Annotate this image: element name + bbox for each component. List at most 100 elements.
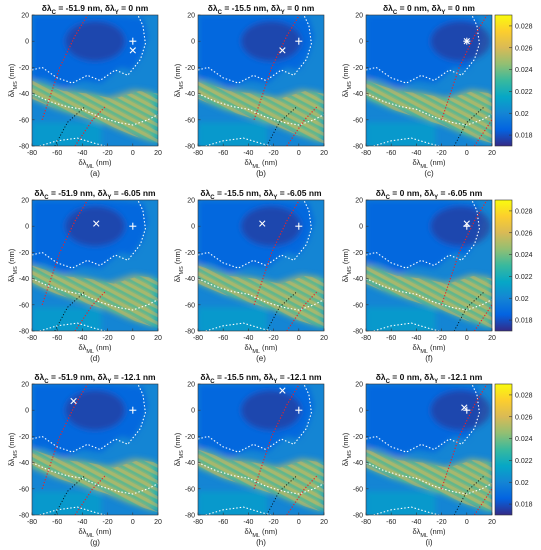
white-contour-upper (366, 384, 480, 453)
y-tick-label: -20 (353, 65, 363, 72)
y-tick-label: -80 (353, 513, 363, 520)
y-tick-label: -60 (353, 117, 363, 124)
plus-marker (129, 222, 137, 230)
red-contour-upper (441, 384, 488, 489)
y-tick-label: 20 (187, 382, 195, 389)
minimum-core (65, 21, 125, 62)
white-contour-bottom (373, 322, 440, 331)
black-contour (266, 291, 298, 331)
y-tick-label: 0 (25, 408, 29, 415)
colorbar-row-1: 0.018 0.02 0.022 0.024 0.026 0.028 (494, 14, 533, 147)
panel-title: δλC = -15.5 nm, δλY = -12.1 nm (200, 372, 322, 385)
panel-label: (d) (90, 354, 100, 363)
x-tick-label: -40 (77, 150, 87, 157)
colorbars: 0.0180.020.0220.0240.0260.0280.0180.020.… (494, 14, 533, 516)
white-contour-upper (32, 15, 146, 84)
minimum-core (65, 206, 125, 247)
plus-marker (129, 37, 137, 45)
cross-marker (259, 220, 266, 227)
white-contour-bottom (205, 506, 272, 515)
band-texture (366, 265, 492, 329)
x-axis-label: δλML (nm) (79, 527, 112, 539)
white-contour-bottom (39, 506, 106, 515)
lower-left-field (32, 491, 102, 515)
x-tick-label: -20 (103, 335, 113, 342)
x-axis-label: δλML (nm) (413, 527, 446, 539)
y-axis-label: δλMS (nm) (341, 248, 353, 282)
y-tick-label: 20 (21, 382, 29, 389)
white-contour-bottom (373, 137, 440, 146)
y-tick-label: -40 (19, 91, 29, 98)
y-axis-label: δλMS (nm) (173, 432, 185, 466)
lower-left-field (32, 307, 102, 331)
y-tick-label: -20 (19, 65, 29, 72)
heatmap-field (32, 200, 158, 331)
y-tick-label: -40 (19, 460, 29, 467)
minimum-core (241, 390, 302, 431)
lower-left-field (366, 307, 436, 331)
panel-label: (c) (424, 169, 434, 178)
black-contour (266, 106, 298, 146)
y-tick-label: -40 (353, 460, 363, 467)
x-tick-label: -60 (386, 150, 396, 157)
x-tick-label: -60 (386, 335, 396, 342)
y-tick-label: 0 (359, 224, 363, 231)
x-tick-label: 20 (320, 335, 328, 342)
cross-marker (279, 47, 286, 54)
y-axis-label: δλMS (nm) (173, 248, 185, 282)
y-tick-label: -20 (185, 250, 195, 257)
x-tick-label: 20 (488, 335, 496, 342)
y-tick-label: -40 (19, 276, 29, 283)
band-texture (366, 80, 492, 144)
x-tick-label: -40 (77, 335, 87, 342)
cross-marker (463, 220, 470, 227)
x-axis-label: δλML (nm) (413, 158, 446, 170)
y-axis-label: δλMS (nm) (341, 432, 353, 466)
contours (198, 384, 324, 515)
lower-left-field (366, 491, 436, 515)
colorbar-tick-label: 0.02 (515, 296, 529, 303)
plus-marker (129, 406, 137, 414)
y-axis-label: δλMS (nm) (7, 63, 19, 97)
panel-g: -80 -60 -40 -20 0 20 -80 -60 -40 -20 0 20 δλML (nm) δ… (7, 372, 162, 547)
x-tick-label: -40 (411, 150, 421, 157)
white-contour-upper (366, 15, 480, 84)
x-tick-label: -40 (411, 335, 421, 342)
panel-title: δλC = 0 nm, δλY = 0 nm (383, 3, 475, 16)
contours (366, 200, 492, 331)
band-texture (32, 80, 158, 144)
x-axis-label: δλML (nm) (245, 158, 278, 170)
plus-marker (295, 222, 303, 230)
plus-marker (295, 406, 303, 414)
y-tick-label: 20 (21, 13, 29, 20)
black-contour (54, 291, 86, 331)
white-contour-upper (198, 384, 312, 453)
y-tick-label: 20 (355, 198, 363, 205)
panel-c: -80 -60 -40 -20 0 20 -80 -60 -40 -20 0 20 δλML (nm) δ… (341, 3, 496, 178)
panel-label: (i) (425, 538, 432, 547)
axes-frame (197, 383, 325, 516)
x-tick-label: -40 (243, 519, 253, 526)
panel-title: δλC = -15.5 nm, δλY = 0 nm (208, 3, 315, 16)
y-tick-label: -40 (185, 91, 195, 98)
white-contour-bottom (39, 322, 106, 331)
x-tick-label: -40 (243, 150, 253, 157)
panel-title: δλC = 0 nm, δλY = -6.05 nm (376, 188, 483, 201)
minimum-core (430, 21, 491, 62)
y-tick-label: -40 (185, 460, 195, 467)
x-tick-label: -60 (52, 335, 62, 342)
y-tick-label: -80 (185, 144, 195, 151)
panel-i: -80 -60 -40 -20 0 20 -80 -60 -40 -20 0 20 δλML (nm) δ… (341, 372, 496, 547)
heatmap-field (198, 15, 324, 146)
x-tick-label: -20 (103, 519, 113, 526)
x-tick-label: 0 (465, 335, 469, 342)
x-tick-label: -80 (27, 150, 37, 157)
black-contour (266, 475, 298, 515)
panel-a: -80 -60 -40 -20 0 20 -80 -60 -40 -20 0 20 δλML (nm) δ… (7, 3, 162, 178)
y-tick-label: -20 (185, 65, 195, 72)
colorbar-tick-label: 0.024 (515, 252, 533, 259)
lower-left-field (198, 122, 268, 146)
x-tick-label: 20 (488, 519, 496, 526)
panel-h: -80 -60 -40 -20 0 20 -80 -60 -40 -20 0 20 δλML (nm) δ… (173, 372, 328, 547)
y-tick-label: -40 (185, 276, 195, 283)
